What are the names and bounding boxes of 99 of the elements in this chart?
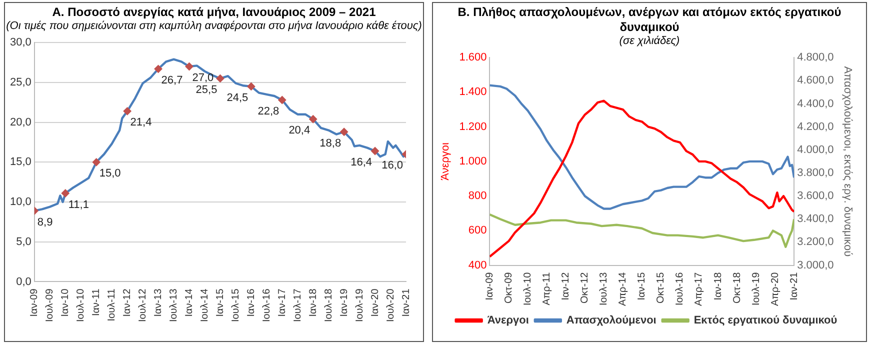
y2-tick-label: 3.600,0 — [797, 190, 834, 202]
y-tick-label: 15,0 — [10, 156, 32, 168]
x-tick-label: Απρ-20 — [770, 272, 781, 306]
x-tick-label: Ιαν-21 — [788, 272, 800, 300]
y2-tick-label: 4.000,0 — [797, 144, 834, 156]
x-tick-label: Ιουλ-10 — [76, 288, 87, 322]
data-label: 16,0 — [382, 160, 404, 172]
data-label: 11,1 — [68, 198, 89, 211]
legend-label: Εκτός εργατικού δυναμικού — [694, 314, 838, 327]
x-tick-label: Ιαν-13 — [153, 288, 164, 317]
y-axis-title: Άνεργοι — [440, 142, 452, 180]
y-tick-label: 0,0 — [16, 276, 32, 288]
point — [154, 64, 162, 73]
x-tick-label: Ιουλ-19 — [750, 272, 762, 306]
y-tick-label: 600 — [468, 224, 487, 237]
y2-tick-label: 3.800,0 — [797, 167, 834, 180]
y-tick-label: 20,0 — [10, 116, 32, 128]
data-label: 25,5 — [196, 84, 218, 96]
y-tick-label: 800 — [468, 190, 487, 202]
x-tick-label: Ιουλ-18 — [323, 288, 334, 322]
y2-axis-title: Απασχολούμενοι, εκτός εργ. δυναμικού — [841, 66, 854, 257]
x-tick-label: Ιουλ-15 — [230, 288, 242, 322]
x-tick-label: Ιαν-21 — [400, 288, 412, 317]
chart-subtitle: (Οι τιμές που σημειώνονται στη καμπύλη αναφέρονται στο μήνα Ιανουάριο κάθε έτους) — [6, 20, 422, 33]
point — [216, 74, 224, 82]
y-tick-label: 1.200 — [459, 120, 487, 133]
x-tick-label: Απρ-14 — [618, 272, 629, 306]
data-label: 22,8 — [258, 106, 280, 118]
x-tick-label: Ιαν-15 — [636, 272, 648, 300]
y-tick-label: 1.000 — [459, 155, 487, 168]
point — [371, 147, 380, 156]
chart-subtitle: (σε χιλιάδες) — [619, 35, 680, 48]
x-tick-label: Ιαν-18 — [712, 272, 724, 300]
point — [340, 128, 348, 136]
x-tick-label: Ιουλ-12 — [138, 288, 149, 322]
x-tick-label: Οκτ-15 — [656, 272, 667, 304]
x-tick-label: Ιαν-18 — [308, 288, 319, 317]
y-tick-label: 25,0 — [10, 76, 32, 88]
point — [278, 96, 286, 104]
chart-title: Β. Πλήθος απασχολουμένων, ανέργων και ατόμων εκτός εργατικού δυναμικού — [456, 5, 842, 35]
x-tick-label: Ιουλ-13 — [598, 272, 610, 306]
x-tick-label: Ιαν-20 — [370, 288, 381, 317]
x-tick-label: Ιαν-14 — [184, 288, 195, 317]
y-tick-label: 1.600 — [459, 52, 487, 64]
y2-tick-label: 4.200,0 — [797, 120, 834, 133]
x-tick-label: Ιαν-10 — [60, 288, 72, 317]
x-tick-label: Απρ-17 — [694, 272, 705, 306]
y-tick-label: 5,0 — [16, 236, 32, 248]
data-label: 20,4 — [288, 124, 310, 137]
x-tick-label: Ιουλ-10 — [522, 272, 534, 306]
x-tick-label: Ιουλ-20 — [385, 288, 396, 322]
legend-label: Άνεργοι — [487, 314, 529, 327]
x-tick-label: Ιαν-12 — [122, 288, 134, 317]
data-label: 8,9 — [37, 216, 53, 228]
chart-title: Α. Ποσοστό ανεργίας κατά μήνα, Ιανουάριος 2009 – 2021 — [52, 5, 376, 20]
y-tick-label: 10,0 — [10, 196, 32, 208]
x-tick-label: Ιαν-15 — [214, 288, 226, 317]
x-tick-label: Ιουλ-11 — [106, 288, 118, 322]
data-label: 26,7 — [161, 74, 183, 86]
x-tick-label: Ιουλ-13 — [168, 288, 180, 322]
y-tick-label: 400 — [468, 259, 487, 272]
x-tick-label: Ιουλ-19 — [354, 288, 366, 322]
x-tick-label: Απρ-11 — [542, 272, 553, 306]
x-tick-label: Ιαν-17 — [276, 288, 288, 317]
y2-tick-label: 4.400,0 — [797, 98, 834, 110]
data-label: 18,8 — [320, 137, 342, 150]
y2-tick-label: 3.200,0 — [797, 236, 834, 248]
point — [185, 62, 194, 71]
x-tick-label: Οκτ-09 — [504, 272, 514, 304]
y-tick-label: 30,0 — [10, 36, 32, 49]
y-tick-label: 1.400 — [459, 86, 487, 98]
y2-tick-label: 4.800,0 — [797, 52, 834, 64]
x-tick-label: Ιαν-11 — [91, 288, 102, 316]
x-tick-label: Ιουλ-16 — [261, 288, 272, 322]
y2-tick-label: 4.600,0 — [797, 74, 834, 87]
y2-tick-label: 3.000,0 — [797, 259, 834, 272]
x-tick-label: Ιαν-12 — [560, 272, 572, 300]
legend-label: Απασχολούμενοι — [566, 314, 656, 327]
point — [309, 115, 318, 124]
point — [123, 107, 132, 116]
data-label: 24,5 — [226, 92, 248, 104]
x-tick-label: Οκτ-12 — [580, 272, 591, 304]
x-tick-label: Ιουλ-14 — [199, 288, 210, 322]
point — [92, 158, 100, 166]
x-tick-label: Ιαν-09 — [484, 272, 496, 300]
x-tick-label: Ιαν-19 — [338, 288, 350, 317]
data-label: 27,0 — [192, 72, 214, 84]
y2-tick-label: 3.400,0 — [797, 213, 834, 226]
x-tick-label: Ιαν-16 — [246, 288, 257, 317]
point — [247, 82, 256, 90]
x-tick-label: Ιουλ-17 — [292, 288, 304, 322]
x-tick-label: Ιουλ-09 — [44, 288, 56, 322]
data-label: 15,0 — [99, 168, 121, 180]
x-tick-label: Ιουλ-16 — [674, 272, 686, 306]
x-tick-label: Οκτ-18 — [732, 272, 743, 304]
data-label: 16,4 — [350, 156, 372, 169]
point — [61, 189, 70, 198]
data-label: 21,4 — [130, 116, 152, 129]
x-tick-label: Ιαν-09 — [29, 288, 40, 317]
